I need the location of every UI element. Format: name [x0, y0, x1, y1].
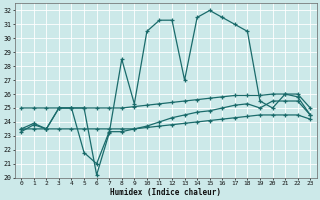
- X-axis label: Humidex (Indice chaleur): Humidex (Indice chaleur): [110, 188, 221, 197]
